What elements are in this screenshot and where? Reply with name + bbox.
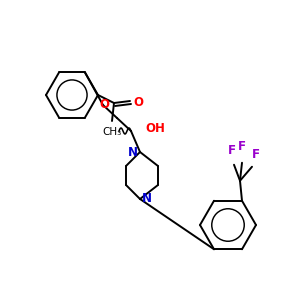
- Text: N: N: [128, 146, 138, 158]
- Text: O: O: [133, 95, 143, 109]
- Text: F: F: [238, 140, 246, 153]
- Text: O: O: [99, 98, 109, 112]
- Text: CH₃: CH₃: [102, 127, 122, 137]
- Text: OH: OH: [145, 122, 165, 136]
- Text: N: N: [142, 193, 152, 206]
- Text: F: F: [252, 148, 260, 161]
- Text: F: F: [228, 144, 236, 157]
